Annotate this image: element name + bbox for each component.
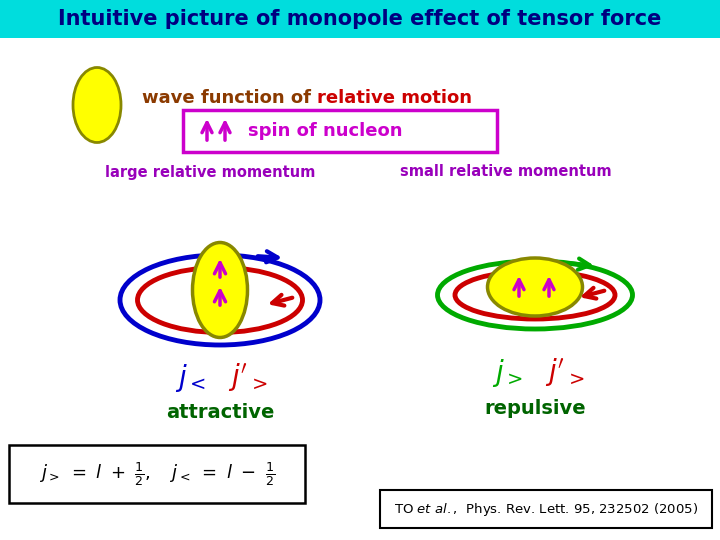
Ellipse shape (487, 258, 582, 316)
Text: Intuitive picture of monopole effect of tensor force: Intuitive picture of monopole effect of … (58, 9, 662, 29)
FancyBboxPatch shape (380, 490, 712, 528)
Text: $j_>\ =\ l\ +\ \frac{1}{2},\quad j_<\ =\ l\ -\ \frac{1}{2}$: $j_>\ =\ l\ +\ \frac{1}{2},\quad j_<\ =\… (39, 460, 275, 488)
Text: $j'_>$: $j'_>$ (228, 362, 268, 394)
Text: relative motion: relative motion (317, 89, 472, 107)
Bar (0, 0, 720, 38)
Text: small relative momentum: small relative momentum (400, 165, 611, 179)
Ellipse shape (73, 68, 121, 143)
Text: TO $\it{et\ al.}$,  Phys. Rev. Lett. 95, 232502 (2005): TO $\it{et\ al.}$, Phys. Rev. Lett. 95, … (394, 501, 698, 517)
Text: attractive: attractive (166, 402, 274, 422)
Text: wave function of: wave function of (142, 89, 318, 107)
Text: large relative momentum: large relative momentum (105, 165, 315, 179)
Ellipse shape (192, 242, 248, 338)
Text: spin of nucleon: spin of nucleon (248, 122, 402, 140)
Text: repulsive: repulsive (484, 399, 586, 417)
Text: $j_>$: $j_>$ (492, 357, 523, 389)
Text: $j'_>$: $j'_>$ (545, 357, 585, 389)
FancyBboxPatch shape (183, 110, 497, 152)
Text: $j_<$: $j_<$ (174, 362, 205, 394)
FancyBboxPatch shape (9, 445, 305, 503)
